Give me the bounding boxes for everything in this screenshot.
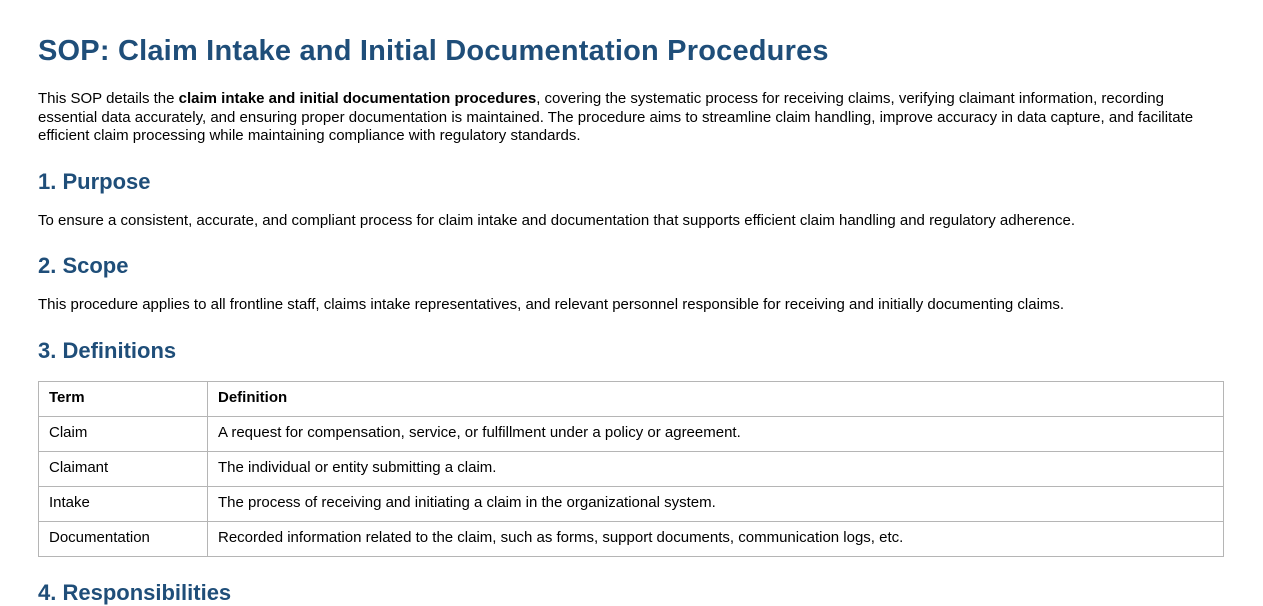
term-cell: Claim xyxy=(38,415,208,452)
purpose-paragraph: To ensure a consistent, accurate, and co… xyxy=(38,211,1075,229)
table-header-definition: Definition xyxy=(207,380,1224,417)
definitions-table: Term Definition Claim A request for comp… xyxy=(38,380,1224,557)
term-cell: Intake xyxy=(38,485,208,522)
scope-paragraph: This procedure applies to all frontline … xyxy=(38,296,1065,313)
intro-suffix: , covering the systematic process for re… xyxy=(38,90,1194,144)
heading-responsibilities: 4. Responsibilities xyxy=(38,579,232,605)
definition-cell: Recorded information related to the clai… xyxy=(207,520,1224,557)
table-row: Claim A request for compensation, servic… xyxy=(38,415,1224,452)
intro-paragraph: This SOP details the claim intake and in… xyxy=(38,90,1224,146)
definition-cell: The individual or entity submitting a cl… xyxy=(207,450,1224,487)
document-title: SOP: Claim Intake and Initial Documentat… xyxy=(38,35,829,67)
table-row: Documentation Recorded information relat… xyxy=(38,520,1224,557)
term-cell: Documentation xyxy=(38,520,208,557)
heading-scope: 2. Scope xyxy=(38,253,129,278)
intro-bold-phrase: claim intake and initial documentation p… xyxy=(178,90,537,107)
definition-cell: A request for compensation, service, or … xyxy=(207,415,1224,452)
heading-definitions: 3. Definitions xyxy=(38,337,177,363)
table-row: Claimant The individual or entity submit… xyxy=(38,450,1224,487)
heading-purpose: 1. Purpose xyxy=(38,168,151,194)
table-row: Intake The process of receiving and init… xyxy=(38,485,1224,522)
intro-prefix: This SOP details the xyxy=(38,90,179,107)
definition-cell: The process of receiving and initiating … xyxy=(207,485,1224,522)
term-cell: Claimant xyxy=(38,450,208,487)
table-header-term: Term xyxy=(38,380,208,417)
table-header-row: Term Definition xyxy=(38,380,1224,417)
